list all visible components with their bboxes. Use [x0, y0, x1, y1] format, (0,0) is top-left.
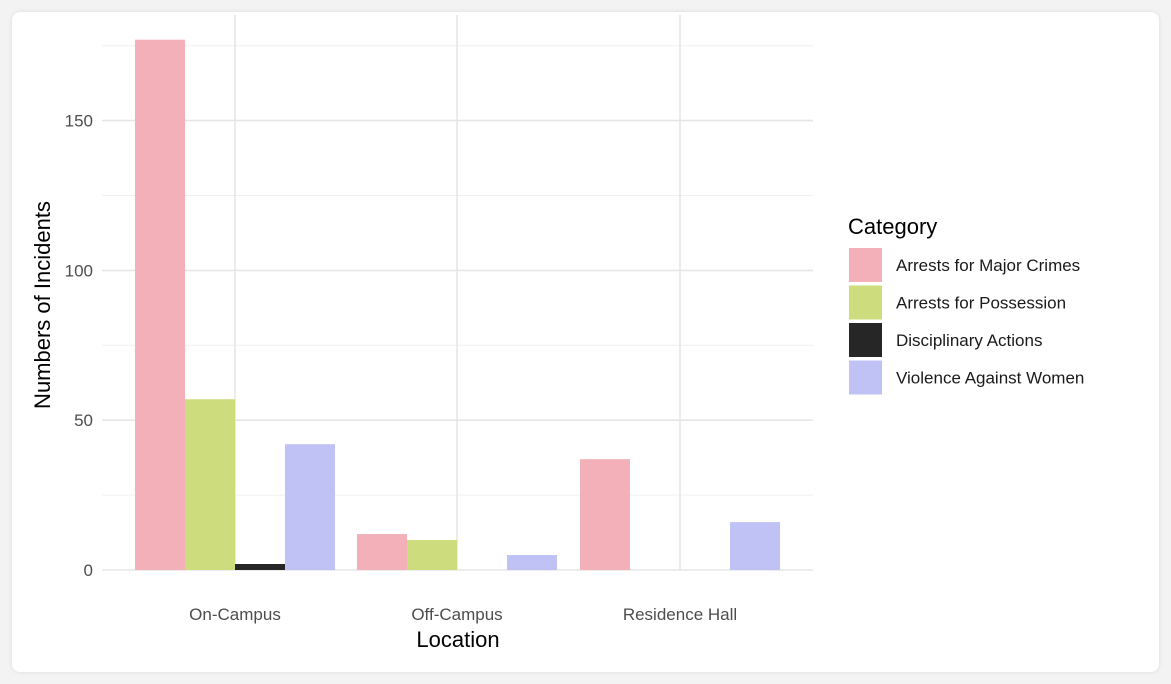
- bar: [235, 564, 285, 570]
- legend-swatch: [849, 323, 882, 357]
- x-tick-label: Off-Campus: [411, 605, 502, 624]
- y-tick-label: 50: [74, 411, 93, 430]
- legend-swatch: [849, 285, 882, 320]
- bar: [185, 399, 235, 570]
- y-axis-ticks: 0 50 100 150: [65, 112, 93, 580]
- y-tick-label: 150: [65, 112, 93, 131]
- y-tick-label: 100: [65, 261, 93, 280]
- x-tick-label: Residence Hall: [623, 605, 737, 624]
- legend-label: Arrests for Major Crimes: [896, 256, 1080, 275]
- bar: [285, 444, 335, 570]
- legend-label: Violence Against Women: [896, 369, 1084, 388]
- bars: [135, 39, 780, 570]
- bar: [357, 534, 407, 570]
- legend-label: Arrests for Possession: [896, 294, 1066, 313]
- legend-swatch: [849, 360, 882, 395]
- legend-title: Category: [848, 214, 937, 239]
- bar: [580, 459, 630, 570]
- legend-swatch: [849, 248, 882, 282]
- bar: [135, 39, 185, 570]
- x-axis-ticks: On-Campus Off-Campus Residence Hall: [189, 605, 737, 624]
- x-tick-label: On-Campus: [189, 605, 281, 624]
- legend: Category Arrests for Major Crimes Arrests …: [848, 214, 1084, 395]
- y-tick-label: 0: [84, 561, 93, 580]
- grid-lines: [102, 15, 813, 571]
- bar: [407, 540, 457, 570]
- y-axis-title: Numbers of Incidents: [30, 201, 55, 409]
- bar: [730, 522, 780, 570]
- x-axis-title: Location: [416, 627, 499, 652]
- bar: [507, 555, 557, 570]
- legend-label: Disciplinary Actions: [896, 331, 1042, 350]
